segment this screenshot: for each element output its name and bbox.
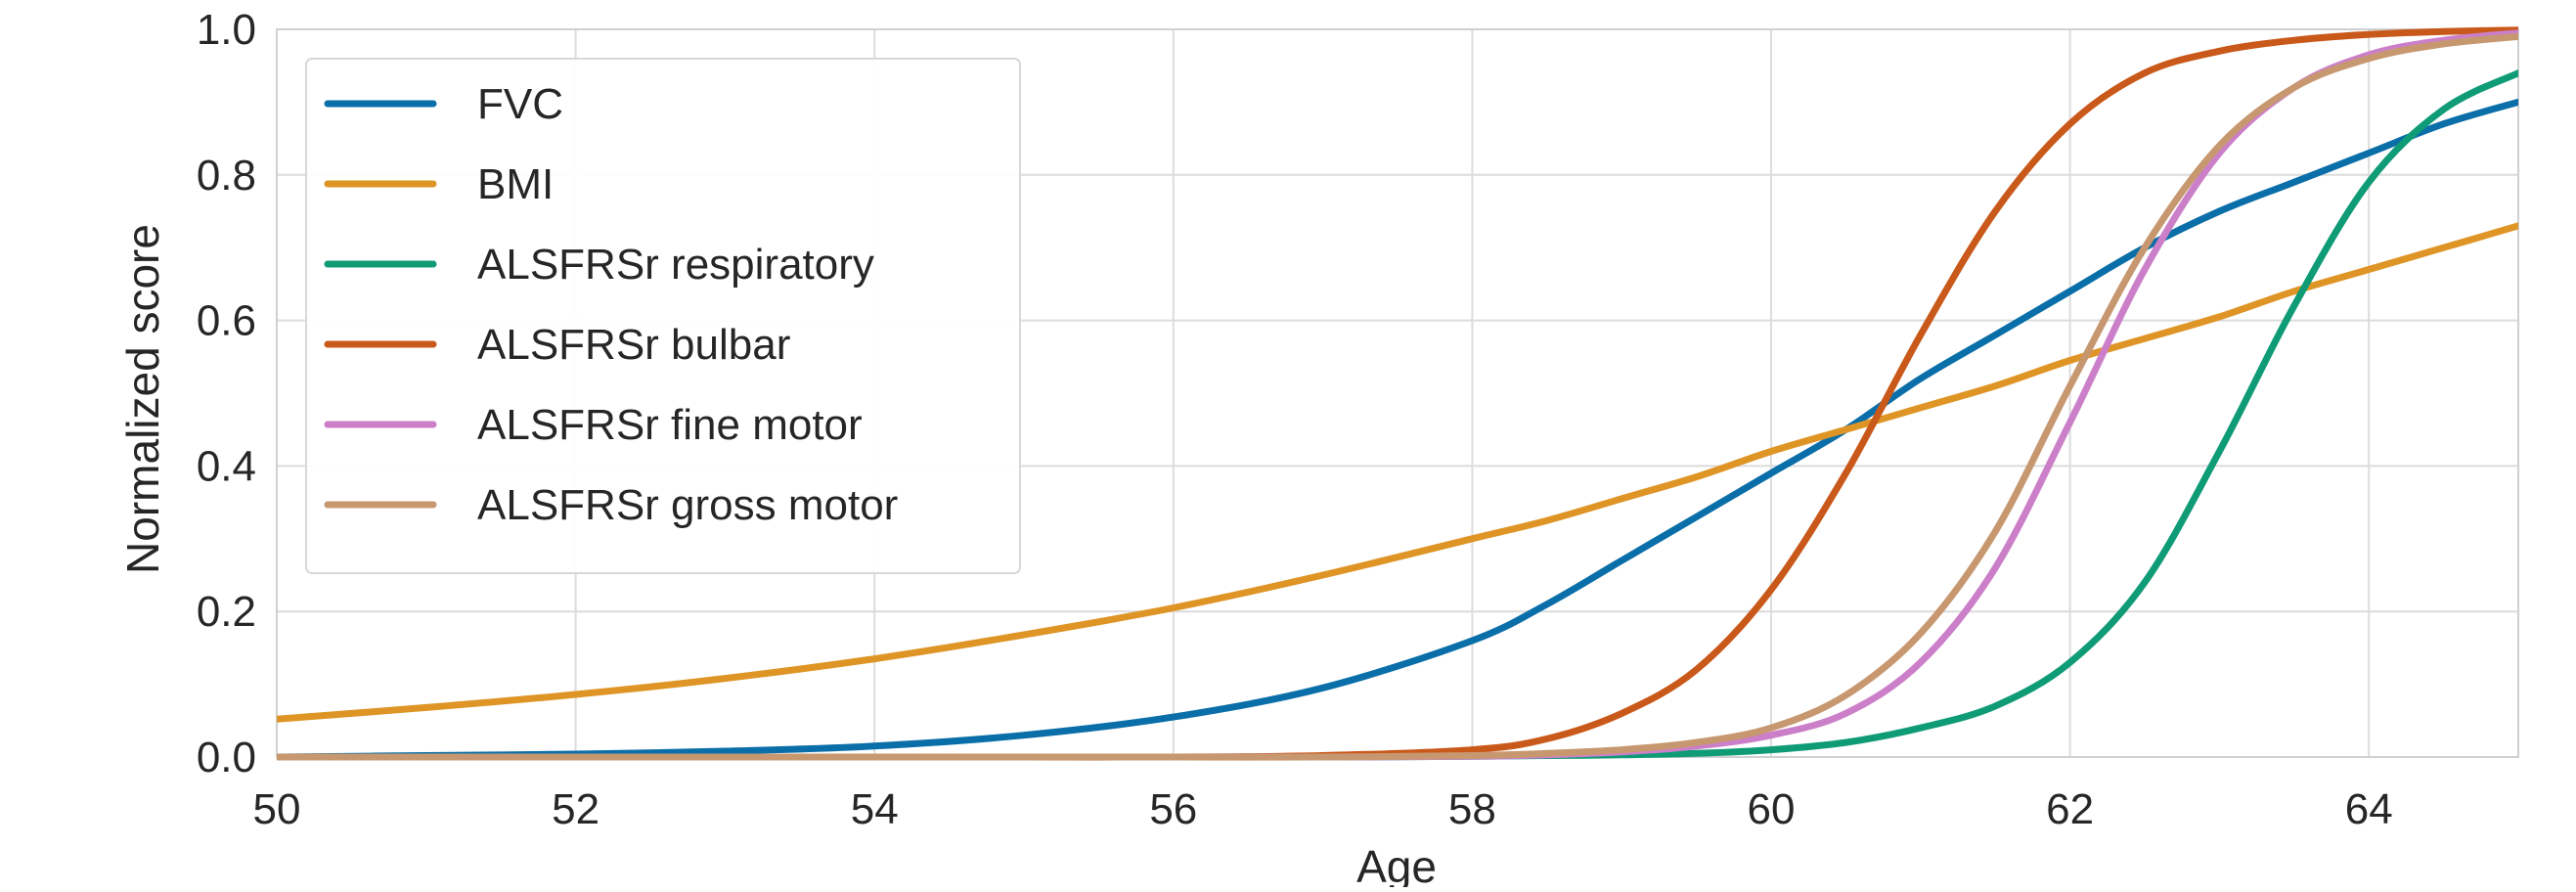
x-tick-label: 58 <box>1448 785 1496 833</box>
x-tick-label: 56 <box>1149 785 1197 833</box>
x-tick-label: 64 <box>2345 785 2393 833</box>
y-tick-label: 0.0 <box>197 734 256 781</box>
legend-label: BMI <box>477 160 554 208</box>
legend-box <box>305 58 1021 574</box>
legend-label: ALSFRSr bulbar <box>477 321 790 369</box>
x-tick-label: 60 <box>1748 785 1796 833</box>
y-tick-label: 0.8 <box>197 152 256 200</box>
y-axis-label: Normalized score <box>117 224 168 574</box>
legend: FVC BMI ALSFRSr respiratory ALSFRSr bulbar A… <box>305 58 1021 574</box>
legend-label: ALSFRSr respiratory <box>477 241 874 289</box>
series-line-bmi <box>277 222 2518 723</box>
series-lines <box>277 26 2518 761</box>
x-axis-label: Age <box>1356 841 1437 887</box>
y-tick-label: 0.6 <box>197 297 256 345</box>
x-tick-label: 54 <box>851 785 899 833</box>
y-tick-label: 1.0 <box>197 6 256 54</box>
x-tick-label: 50 <box>253 785 301 833</box>
series-line-fvc <box>277 98 2518 761</box>
legend-label: ALSFRSr fine motor <box>477 401 863 449</box>
y-tick-label: 0.2 <box>197 588 256 636</box>
tick-labels: 50 52 54 56 58 60 62 64 0.0 0.2 0.4 0.6 0.8 1.0 <box>197 6 2393 833</box>
x-tick-label: 62 <box>2046 785 2094 833</box>
x-tick-label: 52 <box>552 785 600 833</box>
series-line-alsfrsr-gross-motor <box>277 32 2518 761</box>
y-tick-label: 0.4 <box>197 442 256 490</box>
legend-label: FVC <box>477 80 563 128</box>
legend-label: ALSFRSr gross motor <box>477 481 898 529</box>
